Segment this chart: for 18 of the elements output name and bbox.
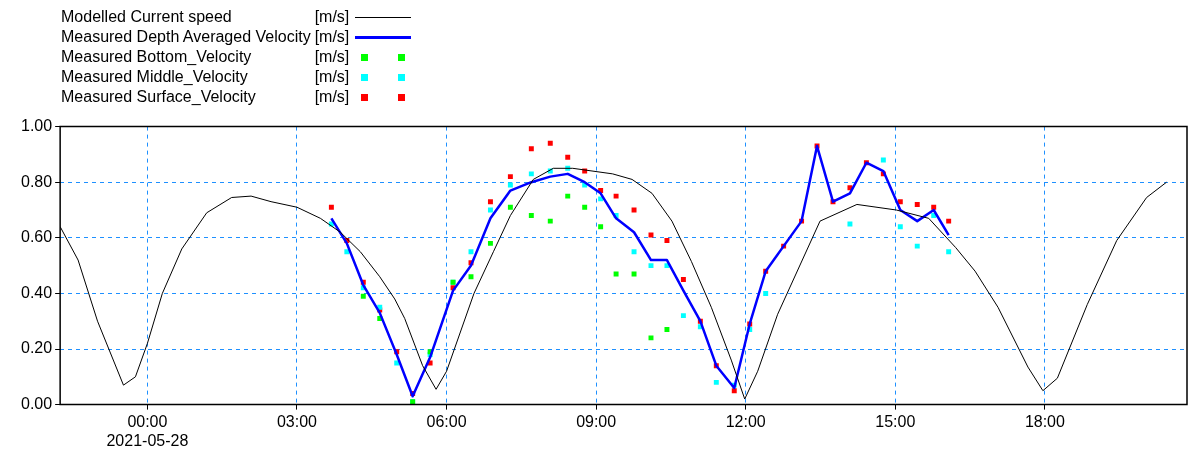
y-tick-label: 0.00 [21, 395, 53, 413]
x-tick-label: 09:00 [576, 412, 617, 430]
x-tick-label: 15:00 [875, 412, 916, 430]
y-tick-label: 1.00 [21, 117, 53, 135]
y-tick-label: 0.40 [21, 283, 53, 301]
x-tick-label: 18:00 [1024, 412, 1066, 430]
text: Modelled Current speed [m/s] [61, 8, 350, 25]
text: Measured Middle_Velocity [m/s] [61, 68, 350, 85]
x-tick-label: 03:00 [276, 412, 318, 430]
x-tick-label: 06:00 [426, 412, 467, 430]
y-tick-label: 0.20 [21, 339, 53, 357]
text: Measured Bottom_Velocity [m/s] [61, 48, 350, 65]
x-tick-label: 12:00 [725, 412, 766, 430]
y-tick-label: 0.80 [21, 172, 53, 190]
x-tick-label: 00:00 2021-05-28 [106, 412, 189, 449]
y-tick-label: 0.60 [21, 228, 53, 246]
legend-label: Measured Depth Averaged Velocity [m/s] [61, 28, 350, 46]
text: Measured Surface_Velocity [m/s] [61, 88, 350, 105]
